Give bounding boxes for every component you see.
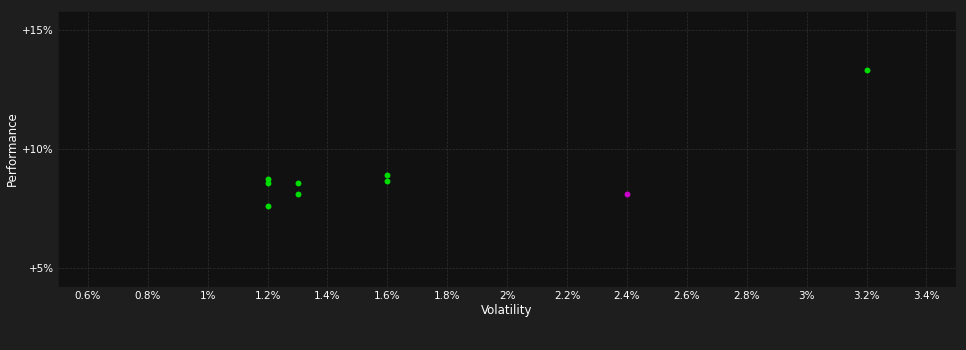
Point (290, 191, 305, 197)
Point (260, 176, 275, 181)
Point (859, 67, 874, 73)
Point (380, 178, 395, 184)
Point (290, 181, 305, 186)
Point (619, 191, 635, 197)
Y-axis label: Performance: Performance (6, 111, 19, 186)
Point (380, 172, 395, 178)
X-axis label: Volatility: Volatility (481, 304, 533, 317)
Point (260, 204, 275, 209)
Point (260, 181, 275, 186)
